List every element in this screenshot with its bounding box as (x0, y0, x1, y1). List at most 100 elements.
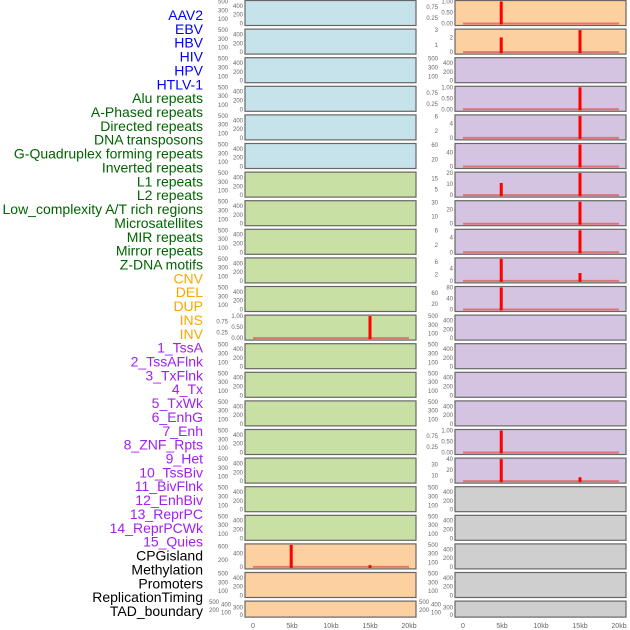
y-tick-label: 0 (450, 565, 454, 571)
y-tick-label: 300 (443, 605, 454, 611)
y-tick-label: 100 (428, 360, 439, 366)
y-tick-label: 0 (450, 365, 454, 371)
y-tick-label: 100 (221, 611, 232, 617)
track-label: INS (180, 312, 203, 328)
data-bar (499, 1, 503, 25)
y-tick-label: 0 (450, 422, 454, 428)
y-tick-label: 1 (435, 43, 439, 49)
y-tick-label: 0 (450, 336, 454, 342)
track-panel (454, 85, 627, 112)
y-tick-label: 60 (431, 291, 438, 297)
y-tick-label: 0.50 (441, 440, 453, 446)
y-tick-label: 500 (218, 429, 229, 435)
y-tick-label: 0 (450, 308, 454, 314)
y-tick-label: 0.75 (426, 91, 438, 97)
track-label: Directed repeats (100, 118, 203, 134)
y-tick-label: 400 (443, 547, 454, 553)
track-label: HBV (174, 35, 203, 51)
y-tick-label: 200 (443, 499, 454, 505)
y-tick-label: 1.00 (231, 314, 243, 320)
y-tick-label: 500 (218, 400, 229, 406)
y-tick-label: 2 (435, 129, 439, 135)
data-bar (578, 30, 582, 54)
y-tick-label: 300 (218, 409, 229, 415)
y-tick-label: 100 (218, 217, 229, 223)
y-tick-label: 0.00 (441, 451, 453, 457)
y-tick-label: 400 (233, 233, 244, 239)
y-tick-label: 200 (233, 41, 244, 47)
y-tick-label: 300 (218, 380, 229, 386)
y-tick-label: 200 (443, 413, 454, 419)
track-panel (454, 343, 627, 370)
y-tick-label: 400 (443, 490, 454, 496)
track-label: A-Phased repeats (91, 104, 203, 120)
y-tick-label: 400 (233, 61, 244, 67)
track-label: 11_BivFlnk (135, 478, 204, 494)
track-panel (454, 428, 627, 456)
y-tick-label: 0.25 (426, 102, 438, 108)
y-tick-label: 5 (435, 188, 439, 194)
y-tick-label: 400 (233, 347, 244, 353)
track-label: Promoters (138, 575, 203, 591)
track-panel (244, 200, 417, 227)
y-tick-label: 500 (218, 57, 229, 63)
track-panel (244, 457, 417, 484)
track-label: HIV (180, 49, 204, 65)
y-tick-label: 100 (218, 503, 229, 509)
y-tick-label: 400 (233, 576, 244, 582)
y-tick-label: 400 (443, 519, 454, 525)
y-tick-label: 400 (233, 204, 244, 210)
y-tick-label: 300 (428, 523, 439, 529)
y-tick-label: 100 (218, 74, 229, 80)
y-tick-label: 10 (446, 182, 453, 188)
y-tick-label: 2 (435, 243, 439, 249)
y-tick-label: 500 (218, 85, 229, 91)
data-bar (578, 87, 582, 111)
y-tick-label: 500 (428, 343, 439, 349)
track-panel (244, 371, 417, 398)
data-bar (578, 115, 582, 139)
y-tick-label: 400 (443, 61, 454, 67)
data-bar (499, 287, 503, 311)
y-tick-label: 200 (233, 442, 244, 448)
y-tick-label: 300 (428, 580, 439, 586)
track-panel (454, 457, 627, 484)
track-panel (454, 142, 627, 170)
y-tick-label: 0 (240, 536, 244, 542)
x-tick-label: 15kb (362, 623, 377, 630)
y-tick-label: 2 (435, 273, 439, 279)
y-tick-label: 0 (450, 279, 454, 285)
y-tick-label: 0 (450, 165, 454, 171)
y-tick-label: 20 (446, 208, 453, 214)
y-tick-label: 500 (428, 314, 439, 320)
y-tick-label: 100 (428, 532, 439, 538)
y-tick-label: 400 (233, 290, 244, 296)
track-panel (244, 142, 417, 170)
y-tick-label: 200 (233, 99, 244, 105)
y-tick-label: 500 (218, 486, 229, 492)
y-tick-label: 500 (428, 371, 439, 377)
y-tick-label: 500 (209, 600, 220, 606)
y-tick-label: 400 (233, 433, 244, 439)
y-tick-label: 6 (435, 115, 439, 121)
y-tick-label: 0.00 (231, 336, 243, 342)
y-tick-label: 300 (218, 8, 229, 14)
y-tick-label: 0 (240, 136, 244, 142)
y-tick-label: 300 (218, 266, 229, 272)
y-tick-label: 500 (218, 514, 229, 520)
track-label: 13_ReprPC (130, 506, 203, 522)
x-tick-label: 10kb (323, 623, 338, 630)
track-label: 9_Het (166, 451, 203, 467)
y-tick-label: 500 (218, 228, 229, 234)
track-panel (244, 514, 417, 541)
y-tick-label: 0 (450, 613, 454, 619)
track-panel (244, 600, 417, 618)
y-tick-label: 40 (446, 457, 453, 463)
y-tick-label: 30 (431, 200, 438, 206)
y-tick-label: 400 (233, 118, 244, 124)
y-tick-label: 400 (443, 576, 454, 582)
y-tick-label: 500 (428, 57, 439, 63)
y-tick-label: 20 (431, 302, 438, 308)
y-tick-label: 0.25 (216, 331, 228, 337)
y-tick-label: 200 (443, 556, 454, 562)
